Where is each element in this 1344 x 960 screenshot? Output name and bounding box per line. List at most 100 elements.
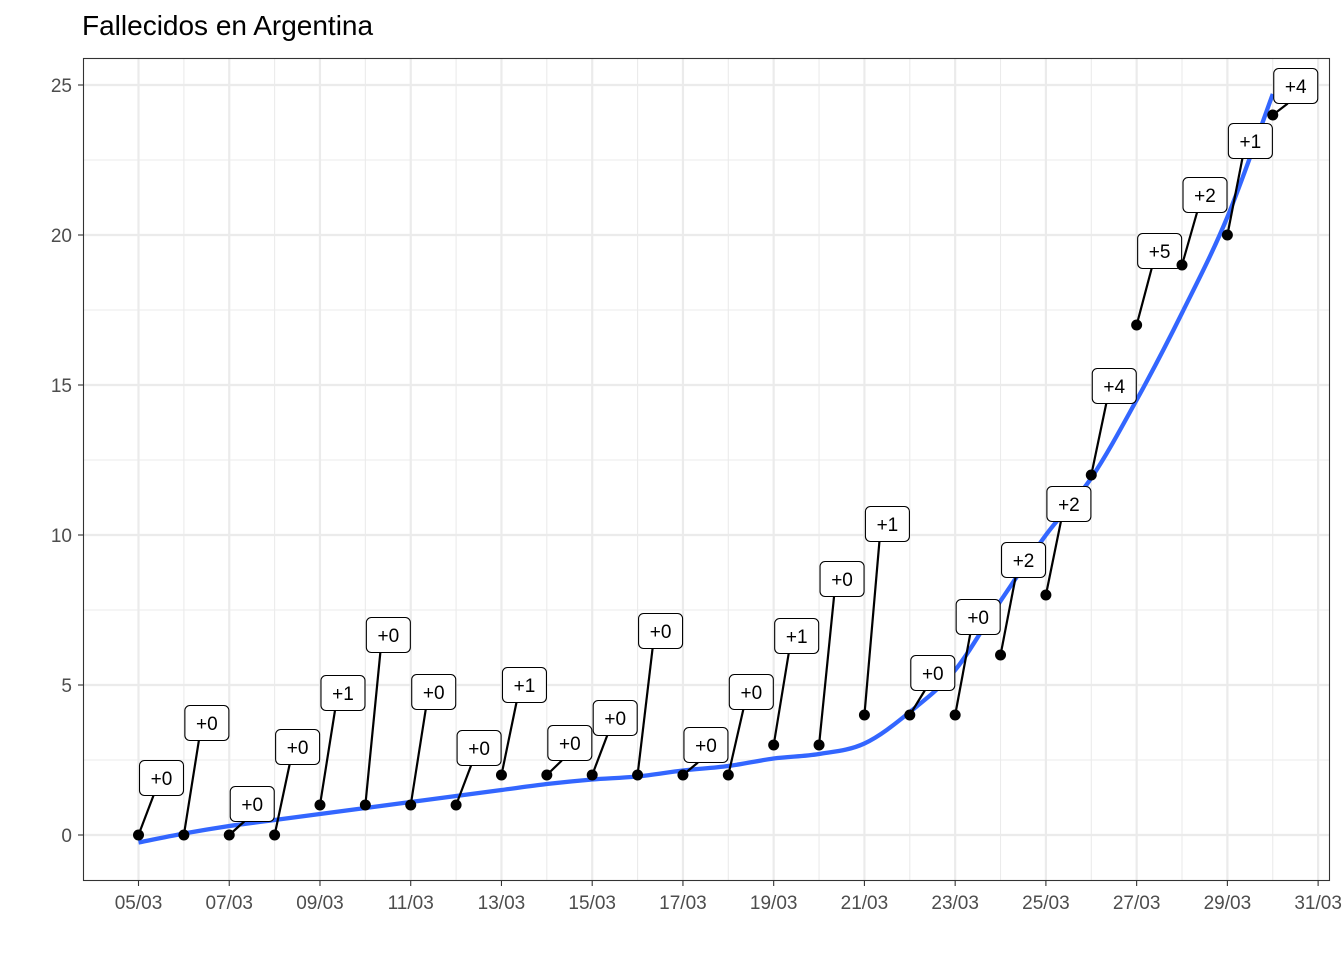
label-leader-line [863, 541, 881, 716]
point-label: +2 [1194, 186, 1216, 207]
data-point [768, 739, 780, 751]
label-leader-line [1135, 268, 1153, 326]
label-leader-line [455, 765, 473, 806]
data-point [586, 769, 598, 781]
label-leader-line [591, 735, 609, 776]
label-leader-line [1226, 158, 1244, 236]
data-point [405, 799, 417, 811]
y-tick-label: 10 [51, 526, 72, 547]
y-tick-label: 25 [51, 76, 72, 97]
data-point [178, 829, 190, 841]
y-tick-label: 0 [61, 826, 72, 847]
data-point [1176, 259, 1188, 271]
label-leader-line [999, 577, 1017, 656]
label-leader-line [1090, 403, 1108, 476]
x-tick-label: 11/03 [388, 893, 434, 914]
data-point [1221, 229, 1233, 241]
point-label: +0 [468, 739, 490, 760]
x-tick-label: 09/03 [296, 893, 344, 914]
label-box [1273, 67, 1319, 105]
label-box [456, 729, 502, 767]
data-point [904, 709, 916, 721]
x-tick-label: 25/03 [1022, 893, 1070, 914]
point-label: +1 [332, 684, 354, 705]
point-label: +0 [740, 683, 762, 704]
data-point [1040, 589, 1052, 601]
y-tick-label: 20 [51, 226, 72, 247]
point-label: +4 [1103, 377, 1125, 398]
data-point [995, 649, 1007, 661]
x-tick-label: 05/03 [115, 893, 163, 914]
point-label: +2 [1013, 551, 1035, 572]
label-box [320, 674, 366, 712]
data-point [1085, 469, 1097, 481]
label-box [864, 505, 910, 543]
point-label: +0 [196, 714, 218, 735]
x-tick-label: 29/03 [1204, 893, 1252, 914]
label-box [411, 673, 457, 711]
point-label: +1 [786, 627, 808, 648]
point-label: +2 [1058, 495, 1080, 516]
smooth-trend-line [138, 93, 1275, 845]
data-point [495, 769, 507, 781]
plot-panel-border [82, 57, 1331, 882]
point-label: +1 [514, 676, 536, 697]
label-box [819, 560, 865, 598]
label-box [1137, 232, 1183, 270]
label-box [184, 704, 230, 742]
label-leader-line [1180, 212, 1199, 266]
label-box [365, 616, 411, 654]
label-leader-line [273, 764, 291, 836]
point-label: +0 [287, 738, 309, 759]
x-tick-label: 15/03 [568, 893, 616, 914]
point-layer [133, 109, 1279, 841]
annotation-layer: +0 +0 +0 +0 +1 +0 +0 +0 +1 +0 +0 +0 +0 +0 +1 +0 +1 +0 +0 +2… [137, 67, 1319, 836]
label-box [638, 612, 684, 650]
data-point [1267, 109, 1279, 121]
label-box [728, 673, 774, 711]
label-leader-line [636, 648, 654, 776]
label-box [275, 728, 321, 766]
data-point [677, 769, 689, 781]
label-box [1046, 485, 1092, 523]
y-tick-label: 5 [61, 676, 72, 697]
x-tick-label: 13/03 [478, 893, 526, 914]
label-box [1227, 122, 1273, 160]
point-label: +0 [241, 795, 263, 816]
label-box [138, 759, 185, 797]
label-box [501, 666, 548, 704]
axis-layer: 05/03 07/03 09/03 11/03 13/03 15/03 17/03 19/03… [51, 76, 1342, 914]
smooth-line-layer [138, 93, 1275, 845]
label-box [229, 785, 275, 823]
x-tick-label: 19/03 [750, 893, 798, 914]
point-label: +1 [877, 515, 899, 536]
point-label: +4 [1285, 77, 1307, 98]
label-box [910, 654, 956, 692]
data-point [359, 799, 371, 811]
point-label: +0 [695, 736, 717, 757]
data-point [269, 829, 281, 841]
point-label: +0 [559, 734, 581, 755]
point-label: +0 [151, 769, 173, 790]
point-label: +0 [831, 570, 853, 591]
label-box [1000, 541, 1047, 579]
point-label: +0 [967, 608, 989, 629]
label-box [592, 699, 638, 737]
x-tick-label: 23/03 [931, 893, 979, 914]
data-point [1131, 319, 1143, 331]
point-label: +0 [423, 683, 445, 704]
label-box [1182, 176, 1228, 214]
data-point [813, 739, 825, 751]
x-tick-label: 17/03 [659, 893, 707, 914]
point-label: +0 [922, 664, 944, 685]
label-leader-line [364, 652, 382, 806]
point-label: +0 [378, 626, 400, 647]
label-leader-line [409, 709, 427, 806]
label-leader-line [817, 596, 836, 746]
point-label: +5 [1149, 242, 1171, 263]
label-box [955, 598, 1001, 636]
chart-title: Fallecidos en Argentina [82, 10, 374, 41]
data-point [949, 709, 961, 721]
